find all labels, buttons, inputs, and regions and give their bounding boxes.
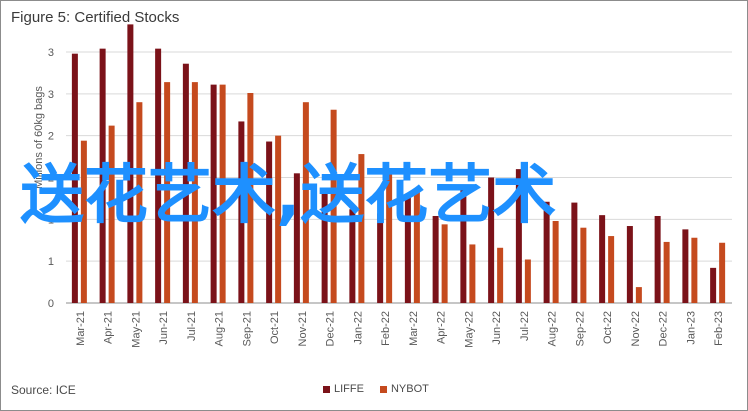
bar-nybot bbox=[413, 190, 420, 303]
legend-swatch-liffe bbox=[323, 385, 330, 393]
x-tick-label: Dec-21 bbox=[325, 311, 337, 346]
bar-liffe bbox=[543, 201, 550, 303]
legend-swatch-nybot bbox=[379, 385, 387, 393]
chart-title: Figure 5: Certified Stocks bbox=[11, 9, 180, 26]
x-tick-label: Jan-22 bbox=[352, 311, 364, 345]
bar-nybot bbox=[691, 237, 698, 303]
bar-liffe bbox=[488, 177, 495, 303]
x-tick-label: Apr-22 bbox=[436, 311, 448, 344]
x-tick-label: Aug-21 bbox=[214, 311, 226, 346]
bar-liffe bbox=[349, 209, 356, 303]
bar-nybot bbox=[136, 102, 143, 303]
bar-liffe bbox=[155, 48, 162, 303]
y-tick-label: 0 bbox=[48, 298, 54, 310]
bar-nybot bbox=[524, 259, 531, 303]
x-tick-label: Jan-23 bbox=[685, 311, 697, 345]
x-tick-label: Sep-21 bbox=[241, 311, 253, 346]
y-tick-label: 1 bbox=[48, 256, 54, 268]
watermark-overlay-text: 送花艺术,送花艺术 bbox=[20, 159, 557, 233]
x-tick-label: Jun-22 bbox=[491, 311, 503, 345]
legend-label-nybot: NYBOT bbox=[390, 383, 429, 395]
bar-nybot bbox=[302, 102, 309, 303]
x-tick-label: Dec-22 bbox=[658, 311, 670, 346]
bar-nybot bbox=[386, 169, 393, 303]
bar-nybot bbox=[635, 287, 642, 303]
bar-nybot bbox=[552, 221, 559, 303]
source-note: Source: ICE bbox=[11, 383, 76, 397]
y-axis-label: Millions of 60kg bags bbox=[33, 86, 45, 189]
bar-liffe bbox=[127, 24, 134, 303]
bar-nybot bbox=[663, 241, 670, 303]
bar-nybot bbox=[358, 154, 365, 303]
bar-nybot bbox=[469, 244, 476, 303]
bar-liffe bbox=[210, 84, 217, 303]
bar-liffe bbox=[654, 215, 661, 303]
bar-liffe bbox=[182, 63, 189, 303]
bar-liffe bbox=[404, 196, 411, 303]
bar-liffe bbox=[710, 267, 717, 303]
x-tick-label: Aug-22 bbox=[547, 311, 559, 346]
legend: LIFFE NYBOT bbox=[323, 383, 429, 395]
x-tick-label: Jul-21 bbox=[186, 311, 198, 341]
x-tick-label: Mar-21 bbox=[75, 311, 87, 346]
bar-liffe bbox=[599, 215, 606, 303]
x-tick-label: Oct-22 bbox=[602, 311, 614, 344]
legend-item-liffe: LIFFE bbox=[323, 383, 364, 395]
y-tick-label: 2 bbox=[48, 131, 54, 143]
bar-liffe bbox=[377, 213, 384, 303]
x-tick-label: Sep-22 bbox=[574, 311, 586, 346]
x-tick-label: Nov-21 bbox=[297, 311, 309, 346]
bar-liffe bbox=[571, 202, 578, 303]
bar-nybot bbox=[219, 84, 226, 303]
x-tick-label: Mar-22 bbox=[408, 311, 420, 346]
y-tick-label: 3 bbox=[48, 47, 54, 59]
bar-liffe bbox=[266, 141, 273, 303]
bar-liffe bbox=[99, 48, 106, 303]
bar-nybot bbox=[164, 82, 171, 304]
bar-nybot bbox=[108, 125, 115, 303]
x-tick-label: May-22 bbox=[463, 311, 475, 348]
bar-nybot bbox=[80, 140, 87, 303]
legend-item-nybot: NYBOT bbox=[379, 383, 429, 395]
bar-nybot bbox=[608, 236, 615, 303]
bar-liffe bbox=[321, 193, 328, 303]
x-tick-label: Jul-22 bbox=[519, 311, 531, 341]
x-tick-label: Apr-21 bbox=[103, 311, 115, 344]
bar-liffe bbox=[682, 229, 689, 303]
bar-nybot bbox=[247, 92, 254, 303]
x-tick-label: Nov-22 bbox=[630, 311, 642, 346]
bar-nybot bbox=[580, 227, 587, 303]
legend-label-liffe: LIFFE bbox=[334, 383, 364, 395]
y-tick-label: 3 bbox=[48, 89, 54, 101]
x-tick-label: Feb-22 bbox=[380, 311, 392, 346]
bar-liffe bbox=[238, 121, 245, 304]
bar-nybot bbox=[441, 224, 448, 303]
bar-nybot bbox=[275, 135, 282, 303]
x-tick-label: Feb-23 bbox=[713, 311, 725, 346]
y-tick-label: 1 bbox=[48, 214, 54, 226]
bar-liffe bbox=[515, 169, 522, 303]
bar-liffe bbox=[460, 185, 467, 303]
bar-nybot bbox=[719, 242, 726, 303]
bar-nybot bbox=[191, 82, 198, 304]
x-tick-label: Jun-21 bbox=[158, 311, 170, 345]
bar-liffe bbox=[71, 53, 78, 303]
y-tick-label: 2 bbox=[48, 173, 54, 185]
bar-nybot bbox=[497, 247, 504, 303]
bar-liffe bbox=[432, 215, 439, 303]
x-tick-label: May-21 bbox=[130, 311, 142, 348]
bar-liffe bbox=[293, 173, 300, 303]
x-tick-label: Oct-21 bbox=[269, 311, 281, 344]
bar-nybot bbox=[330, 109, 337, 303]
bar-liffe bbox=[626, 226, 633, 303]
